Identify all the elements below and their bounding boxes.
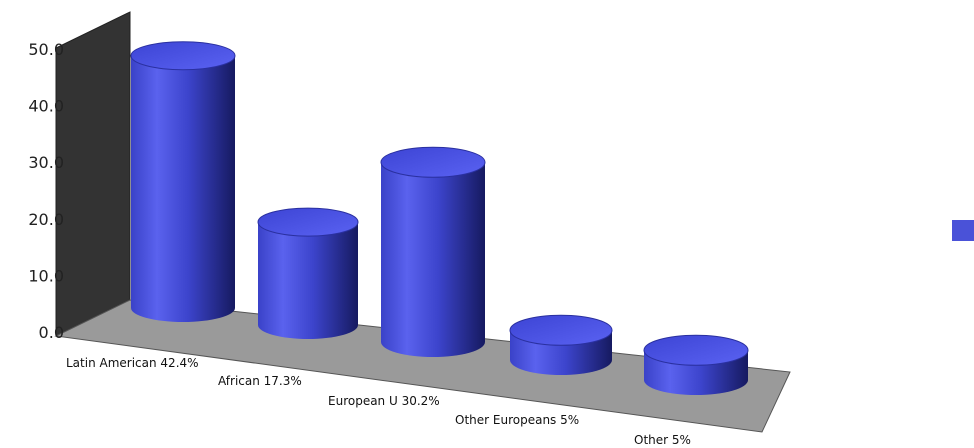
bar-cap: [130, 41, 236, 71]
bar-cap: [509, 314, 613, 346]
bar-body: [131, 55, 235, 322]
x-category-label: Other Europeans 5%: [455, 413, 579, 427]
bar: [130, 41, 236, 322]
bar-body: [258, 222, 358, 339]
x-axis-labels: Latin American 42.4% African 17.3% Europea…: [66, 356, 691, 447]
bar-cap: [643, 334, 749, 366]
x-category-label: Other 5%: [634, 433, 691, 447]
bar-cap: [257, 207, 359, 237]
y-tick-label: 30.0: [28, 153, 64, 172]
x-category-label: Latin American 42.4%: [66, 356, 199, 370]
bar: [509, 314, 613, 375]
chart-floor: [54, 299, 791, 433]
y-tick-label: 20.0: [28, 210, 64, 229]
bar: [380, 146, 486, 357]
chart-back-wall: [55, 11, 131, 337]
x-category-label: European U 30.2%: [328, 394, 440, 408]
y-tick-label: 50.0: [28, 40, 64, 59]
y-tick-label: 10.0: [28, 266, 64, 285]
bar-body: [381, 162, 485, 357]
y-axis-ticks: 0.0 10.0 20.0 30.0 40.0 50.0: [28, 40, 64, 342]
bar: [643, 334, 749, 395]
legend-swatch: [952, 220, 974, 241]
y-tick-label: 0.0: [39, 323, 64, 342]
x-category-label: African 17.3%: [218, 374, 302, 388]
bars-group: [130, 41, 749, 395]
y-tick-label: 40.0: [28, 97, 64, 116]
bar-cap: [380, 146, 486, 178]
bar: [257, 207, 359, 339]
